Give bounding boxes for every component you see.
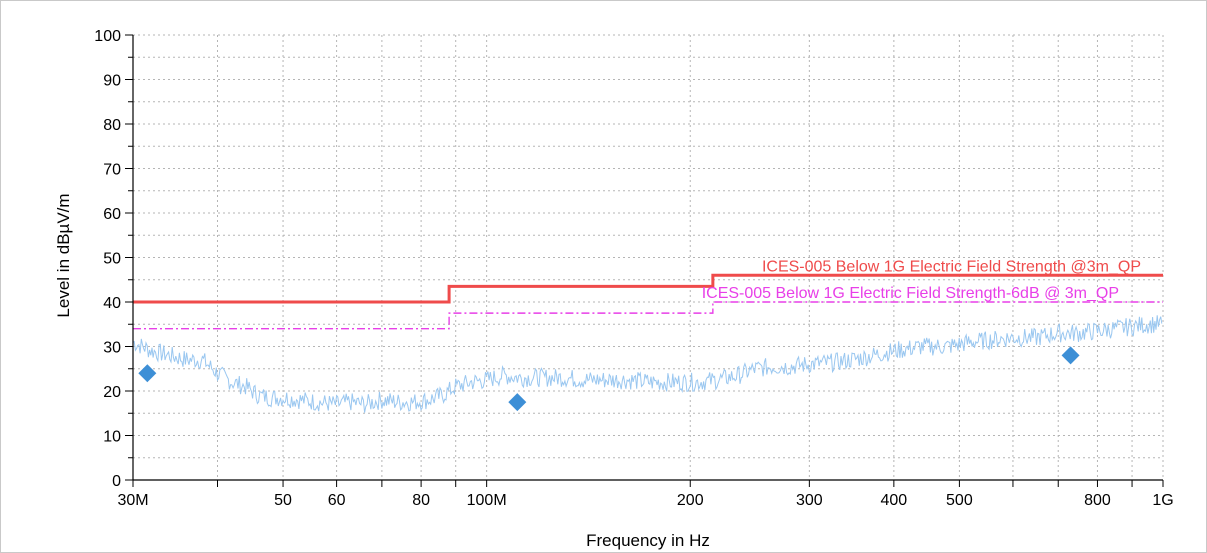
x-tick-label: 400 bbox=[881, 492, 908, 509]
axes bbox=[132, 35, 1163, 481]
limit-label-qp: ICES-005 Below 1G Electric Field Strengt… bbox=[762, 258, 1141, 275]
axis-ticks: 0 10 20 30 40 50 60 70 80 90 100 30M 50 60 80 100M 200 30… bbox=[94, 28, 1173, 509]
limit-label-qp-6db: ICES-005 Below 1G Electric Field Strengt… bbox=[702, 285, 1119, 302]
qp-marker bbox=[1061, 346, 1080, 365]
y-tick-label: 0 bbox=[112, 473, 121, 490]
x-axis-label: Frequency in Hz bbox=[586, 531, 710, 550]
grid-lines bbox=[132, 34, 1164, 481]
x-tick-label: 800 bbox=[1084, 492, 1111, 509]
qp-marker bbox=[138, 364, 157, 383]
measured-trace bbox=[132, 315, 1163, 413]
y-tick-label: 30 bbox=[103, 340, 121, 357]
y-tick-label: 10 bbox=[103, 429, 121, 446]
x-tick-label: 500 bbox=[946, 492, 973, 509]
y-axis-label: Level in dBµV/m bbox=[54, 193, 73, 317]
y-tick-label: 90 bbox=[103, 73, 121, 90]
x-tick-label: 300 bbox=[796, 492, 823, 509]
y-tick-label: 80 bbox=[103, 117, 121, 134]
y-tick-label: 20 bbox=[103, 384, 121, 401]
x-tick-label: 1G bbox=[1152, 492, 1173, 509]
x-tick-label: 100M bbox=[467, 492, 507, 509]
y-tick-label: 60 bbox=[103, 206, 121, 223]
x-tick-label: 60 bbox=[328, 492, 346, 509]
y-tick-label: 70 bbox=[103, 162, 121, 179]
y-tick-label: 100 bbox=[94, 28, 121, 45]
y-tick-label: 50 bbox=[103, 251, 121, 268]
limit-line-qp-6db bbox=[133, 301, 1163, 330]
x-tick-label: 50 bbox=[274, 492, 292, 509]
limit-line-qp bbox=[133, 273, 1163, 304]
x-tick-label: 80 bbox=[412, 492, 430, 509]
x-tick-label: 200 bbox=[677, 492, 704, 509]
x-tick-label: 30M bbox=[117, 492, 148, 509]
series-layer: ICES-005 Below 1G Electric Field Strengt… bbox=[132, 258, 1163, 413]
qp-marker bbox=[508, 393, 527, 412]
y-tick-label: 40 bbox=[103, 295, 121, 312]
